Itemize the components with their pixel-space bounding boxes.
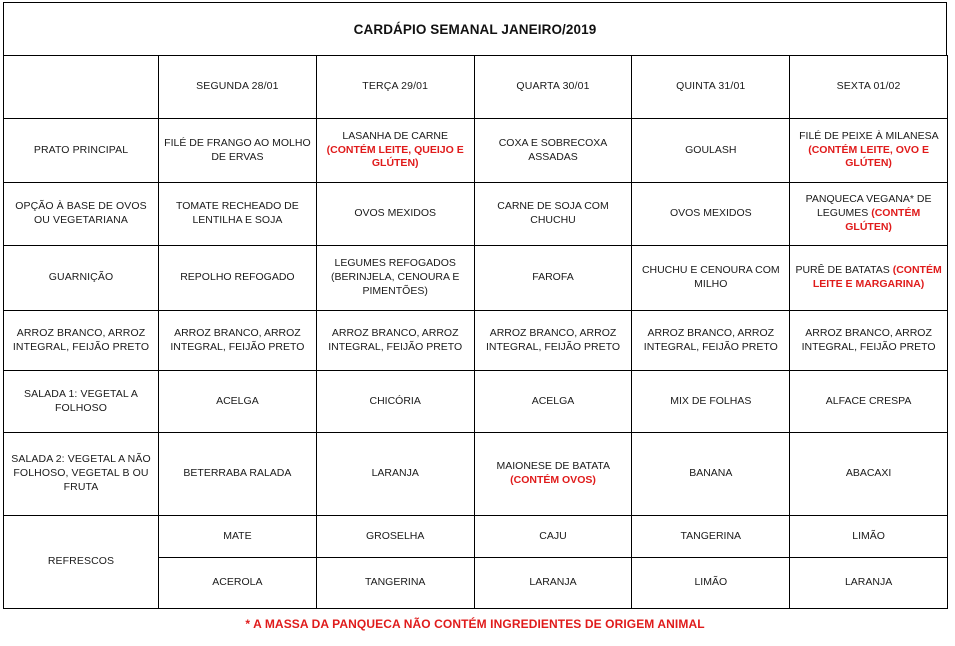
meal-text: OVOS MEXIDOS <box>669 207 752 220</box>
cell-prato-principal-quinta: GOULASH <box>631 118 791 183</box>
cell-prato-principal-terca: LASANHA DE CARNE (CONTÉM LEITE, QUEIJO E… <box>315 118 475 183</box>
cell-prato-principal-segunda: FILÉ DE FRANGO AO MOLHO DE ERVAS <box>158 118 317 183</box>
meal-text: PANQUECA VEGANA* DE LEGUMES <box>805 193 932 220</box>
meal-text: PURÊ DE BATATAS <box>795 264 890 277</box>
table-row: ACEROLA TANGERINA LARANJA LIMÃO LARANJA <box>4 557 948 609</box>
footer-note-band: * A MASSA DA PANQUECA NÃO CONTÉM INGREDI… <box>3 604 947 644</box>
meal-text: FAROFA <box>532 271 574 284</box>
meal-text: CHUCHU E CENOURA COM MILHO <box>641 264 780 290</box>
cell-salada1-quinta: MIX DE FOLHAS <box>631 370 791 433</box>
cell-salada2-sexta: ABACAXI <box>789 432 948 516</box>
cell-refresco2-segunda: ACEROLA <box>158 557 317 609</box>
cell-arroz-quinta: ARROZ BRANCO, ARROZ INTEGRAL, FEIJÃO PRE… <box>631 310 791 371</box>
meal-text: REPOLHO REFOGADO <box>180 271 295 284</box>
meal-text: FILÉ DE PEIXE À MILANESA <box>799 129 939 142</box>
cell-salada2-segunda: BETERRABA RALADA <box>158 432 317 516</box>
table-row: SALADA 2: VEGETAL A NÃO FOLHOSO, VEGETAL… <box>3 432 948 516</box>
row-label-prato-principal: PRATO PRINCIPAL <box>3 118 159 183</box>
allergen-note: (CONTÉM LEITE E MARGARINA) <box>812 264 942 290</box>
cell-refresco1-terca: GROSELHA <box>315 515 475 558</box>
cell-refresco1-segunda: MATE <box>158 515 317 558</box>
row-label-opcao-ovos-vegetariana: OPÇÃO À BASE DE OVOS OU VEGETARIANA <box>3 182 159 246</box>
table-row: GUARNIÇÃO REPOLHO REFOGADO LEGUMES REFOG… <box>3 245 948 311</box>
cell-refresco1-quarta: CAJU <box>473 515 633 558</box>
cell-arroz-terca: ARROZ BRANCO, ARROZ INTEGRAL, FEIJÃO PRE… <box>315 310 475 371</box>
cell-guarnicao-sexta: PURÊ DE BATATAS (CONTÉM LEITE E MARGARIN… <box>789 245 948 311</box>
corner-cell <box>3 55 159 119</box>
meal-text: GOULASH <box>685 143 737 156</box>
cell-refresco1-sexta: LIMÃO <box>789 515 948 558</box>
cell-salada2-quarta: MAIONESE DE BATATA (CONTÉM OVOS) <box>473 432 633 516</box>
row-label-refrescos: REFRESCOS <box>3 515 159 609</box>
cell-refresco2-quinta: LIMÃO <box>631 557 791 609</box>
cell-refresco1-quinta: TANGERINA <box>631 515 791 558</box>
cell-arroz-quarta: ARROZ BRANCO, ARROZ INTEGRAL, FEIJÃO PRE… <box>473 310 633 371</box>
meal-text: LASANHA DE CARNE <box>342 129 448 142</box>
cell-opcao-sexta: PANQUECA VEGANA* DE LEGUMES (CONTÉM GLÚT… <box>789 182 948 246</box>
cell-salada2-terca: LARANJA <box>315 432 475 516</box>
column-header-terca: TERÇA 29/01 <box>315 55 475 119</box>
meal-text: MAIONESE DE BATATA <box>496 460 610 473</box>
row-label-arroz-feijao: ARROZ BRANCO, ARROZ INTEGRAL, FEIJÃO PRE… <box>3 310 159 371</box>
table-row: ARROZ BRANCO, ARROZ INTEGRAL, FEIJÃO PRE… <box>3 310 948 371</box>
meal-text: FILÉ DE FRANGO AO MOLHO DE ERVAS <box>164 136 311 163</box>
table-row: OPÇÃO À BASE DE OVOS OU VEGETARIANA TOMA… <box>3 182 948 246</box>
row-label-salada-1: SALADA 1: VEGETAL A FOLHOSO <box>3 370 159 433</box>
cell-salada1-terca: CHICÓRIA <box>315 370 475 433</box>
allergen-note: (CONTÉM GLÚTEN) <box>845 207 921 233</box>
meal-text: COXA E SOBRECOXA ASSADAS <box>498 136 608 163</box>
meal-text: TOMATE RECHEADO DE LENTILHA E SOJA <box>176 200 299 226</box>
allergen-note: (CONTÉM LEITE, QUEIJO E GLÚTEN) <box>326 143 464 170</box>
cell-arroz-sexta: ARROZ BRANCO, ARROZ INTEGRAL, FEIJÃO PRE… <box>789 310 948 371</box>
meal-text: LEGUMES REFOGADOS (BERINJELA, CENOURA E … <box>331 257 460 297</box>
cell-salada1-quarta: ACELGA <box>473 370 633 433</box>
allergen-note: (CONTÉM LEITE, OVO E GLÚTEN) <box>808 143 929 170</box>
cell-arroz-segunda: ARROZ BRANCO, ARROZ INTEGRAL, FEIJÃO PRE… <box>158 310 317 371</box>
column-header-quarta: QUARTA 30/01 <box>473 55 633 119</box>
cell-prato-principal-sexta: FILÉ DE PEIXE À MILANESA (CONTÉM LEITE, … <box>789 118 948 183</box>
cell-guarnicao-segunda: REPOLHO REFOGADO <box>158 245 317 311</box>
allergen-note: (CONTÉM OVOS) <box>510 474 596 486</box>
cell-prato-principal-quarta: COXA E SOBRECOXA ASSADAS <box>473 118 633 183</box>
cell-opcao-segunda: TOMATE RECHEADO DE LENTILHA E SOJA <box>158 182 317 246</box>
table-row: REFRESCOS MATE GROSELHA CAJU TANGERINA L… <box>3 515 948 609</box>
cell-opcao-quarta: CARNE DE SOJA COM CHUCHU <box>473 182 633 246</box>
column-header-segunda: SEGUNDA 28/01 <box>158 55 317 119</box>
document-title-band: CARDÁPIO SEMANAL JANEIRO/2019 <box>3 2 947 55</box>
meal-text: CARNE DE SOJA COM CHUCHU <box>497 200 609 226</box>
cell-refresco2-sexta: LARANJA <box>789 557 948 609</box>
cell-guarnicao-quinta: CHUCHU E CENOURA COM MILHO <box>631 245 791 311</box>
column-header-quinta: QUINTA 31/01 <box>631 55 791 119</box>
page-title: CARDÁPIO SEMANAL JANEIRO/2019 <box>353 21 597 37</box>
cell-opcao-terca: OVOS MEXIDOS <box>315 182 475 246</box>
cell-guarnicao-terca: LEGUMES REFOGADOS (BERINJELA, CENOURA E … <box>315 245 475 311</box>
column-header-sexta: SEXTA 01/02 <box>789 55 948 119</box>
cell-salada2-quinta: BANANA <box>631 432 791 516</box>
cell-guarnicao-quarta: FAROFA <box>473 245 633 311</box>
cell-opcao-quinta: OVOS MEXIDOS <box>631 182 791 246</box>
cell-refresco2-terca: TANGERINA <box>315 557 475 609</box>
table-header-row: SEGUNDA 28/01 TERÇA 29/01 QUARTA 30/01 Q… <box>3 55 948 119</box>
table-row: PRATO PRINCIPAL FILÉ DE FRANGO AO MOLHO … <box>3 118 948 183</box>
meal-text: OVOS MEXIDOS <box>354 207 437 220</box>
weekly-menu-table: SEGUNDA 28/01 TERÇA 29/01 QUARTA 30/01 Q… <box>3 55 948 609</box>
cell-refresco2-quarta: LARANJA <box>473 557 633 609</box>
table-row: SALADA 1: VEGETAL A FOLHOSO ACELGA CHICÓ… <box>3 370 948 433</box>
cell-salada1-sexta: ALFACE CRESPA <box>789 370 948 433</box>
row-label-guarnicao: GUARNIÇÃO <box>3 245 159 311</box>
footer-note-text: * A MASSA DA PANQUECA NÃO CONTÉM INGREDI… <box>245 617 705 631</box>
row-label-salada-2: SALADA 2: VEGETAL A NÃO FOLHOSO, VEGETAL… <box>3 432 159 516</box>
cell-salada1-segunda: ACELGA <box>158 370 317 433</box>
